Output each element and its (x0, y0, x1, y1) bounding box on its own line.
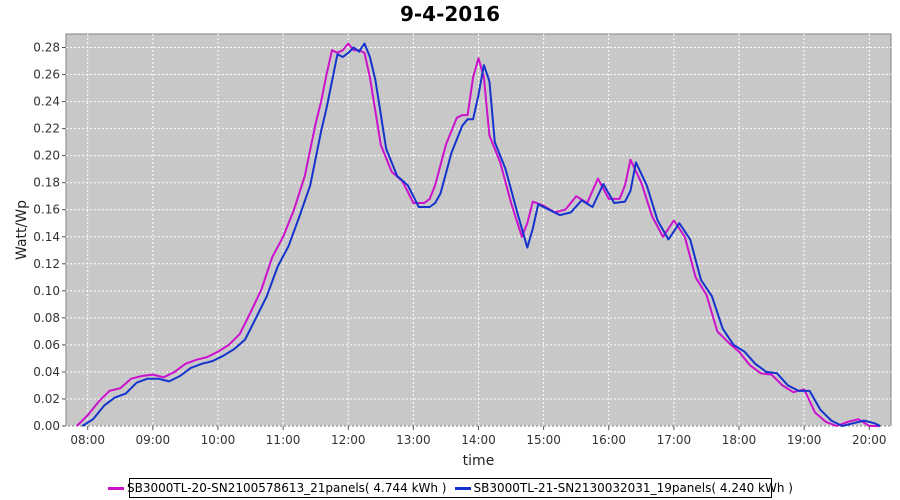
y-tick-label: 0.12 (33, 257, 60, 271)
x-tick-label: 16:00 (591, 433, 626, 447)
x-axis-label: time (463, 453, 495, 469)
y-tick-label: 0.04 (33, 365, 60, 379)
x-tick-label: 19:00 (787, 433, 822, 447)
x-tick-label: 13:00 (396, 433, 431, 447)
y-axis-label: Watt/Wp (14, 200, 30, 260)
legend: SB3000TL-20-SN2100578613_21panels( 4.744… (108, 478, 793, 498)
legend-item-series-1: SB3000TL-20-SN2100578613_21panels( 4.744… (108, 481, 447, 495)
x-tick-label: 14:00 (461, 433, 496, 447)
y-tick-label: 0.06 (33, 338, 60, 352)
x-tick-label: 09:00 (136, 433, 171, 447)
y-tick-label: 0.26 (33, 68, 60, 82)
x-tick-label: 20:00 (852, 433, 887, 447)
legend-label-series-1: SB3000TL-20-SN2100578613_21panels( 4.744… (127, 481, 447, 495)
y-tick-label: 0.22 (33, 122, 60, 136)
legend-swatch-series-1 (108, 486, 125, 490)
legend-item-series-2: SB3000TL-21-SN2130032031_19panels( 4.240… (454, 481, 793, 495)
legend-swatch-series-2 (454, 486, 471, 490)
axes: 0.00 0.02 0.04 0.06 0.08 0.10 0.12 0.14 0.16 0.18… (33, 41, 886, 447)
y-tick-label: 0.00 (33, 419, 60, 433)
gridlines (66, 34, 891, 427)
series-lines (76, 42, 881, 427)
y-tick-label: 0.10 (33, 284, 60, 298)
x-tick-label: 17:00 (657, 433, 692, 447)
series-line-1 (76, 42, 881, 427)
y-tick-label: 0.16 (33, 203, 60, 217)
y-tick-label: 0.08 (33, 311, 60, 325)
y-tick-label: 0.28 (33, 41, 60, 55)
x-tick-label: 08:00 (70, 433, 105, 447)
legend-label-series-2: SB3000TL-21-SN2130032031_19panels( 4.240… (473, 481, 793, 495)
chart-title: 9-4-2016 (399, 2, 501, 26)
y-tick-label: 0.14 (33, 230, 60, 244)
y-tick-label: 0.18 (33, 176, 60, 190)
x-tick-label: 15:00 (526, 433, 561, 447)
y-tick-label: 0.02 (33, 392, 60, 406)
x-tick-label: 11:00 (266, 433, 301, 447)
x-tick-label: 12:00 (331, 433, 366, 447)
series-line-2 (81, 42, 881, 427)
y-tick-label: 0.20 (33, 149, 60, 163)
x-tick-label: 18:00 (722, 433, 757, 447)
x-tick-label: 10:00 (201, 433, 236, 447)
y-tick-label: 0.24 (33, 95, 60, 109)
